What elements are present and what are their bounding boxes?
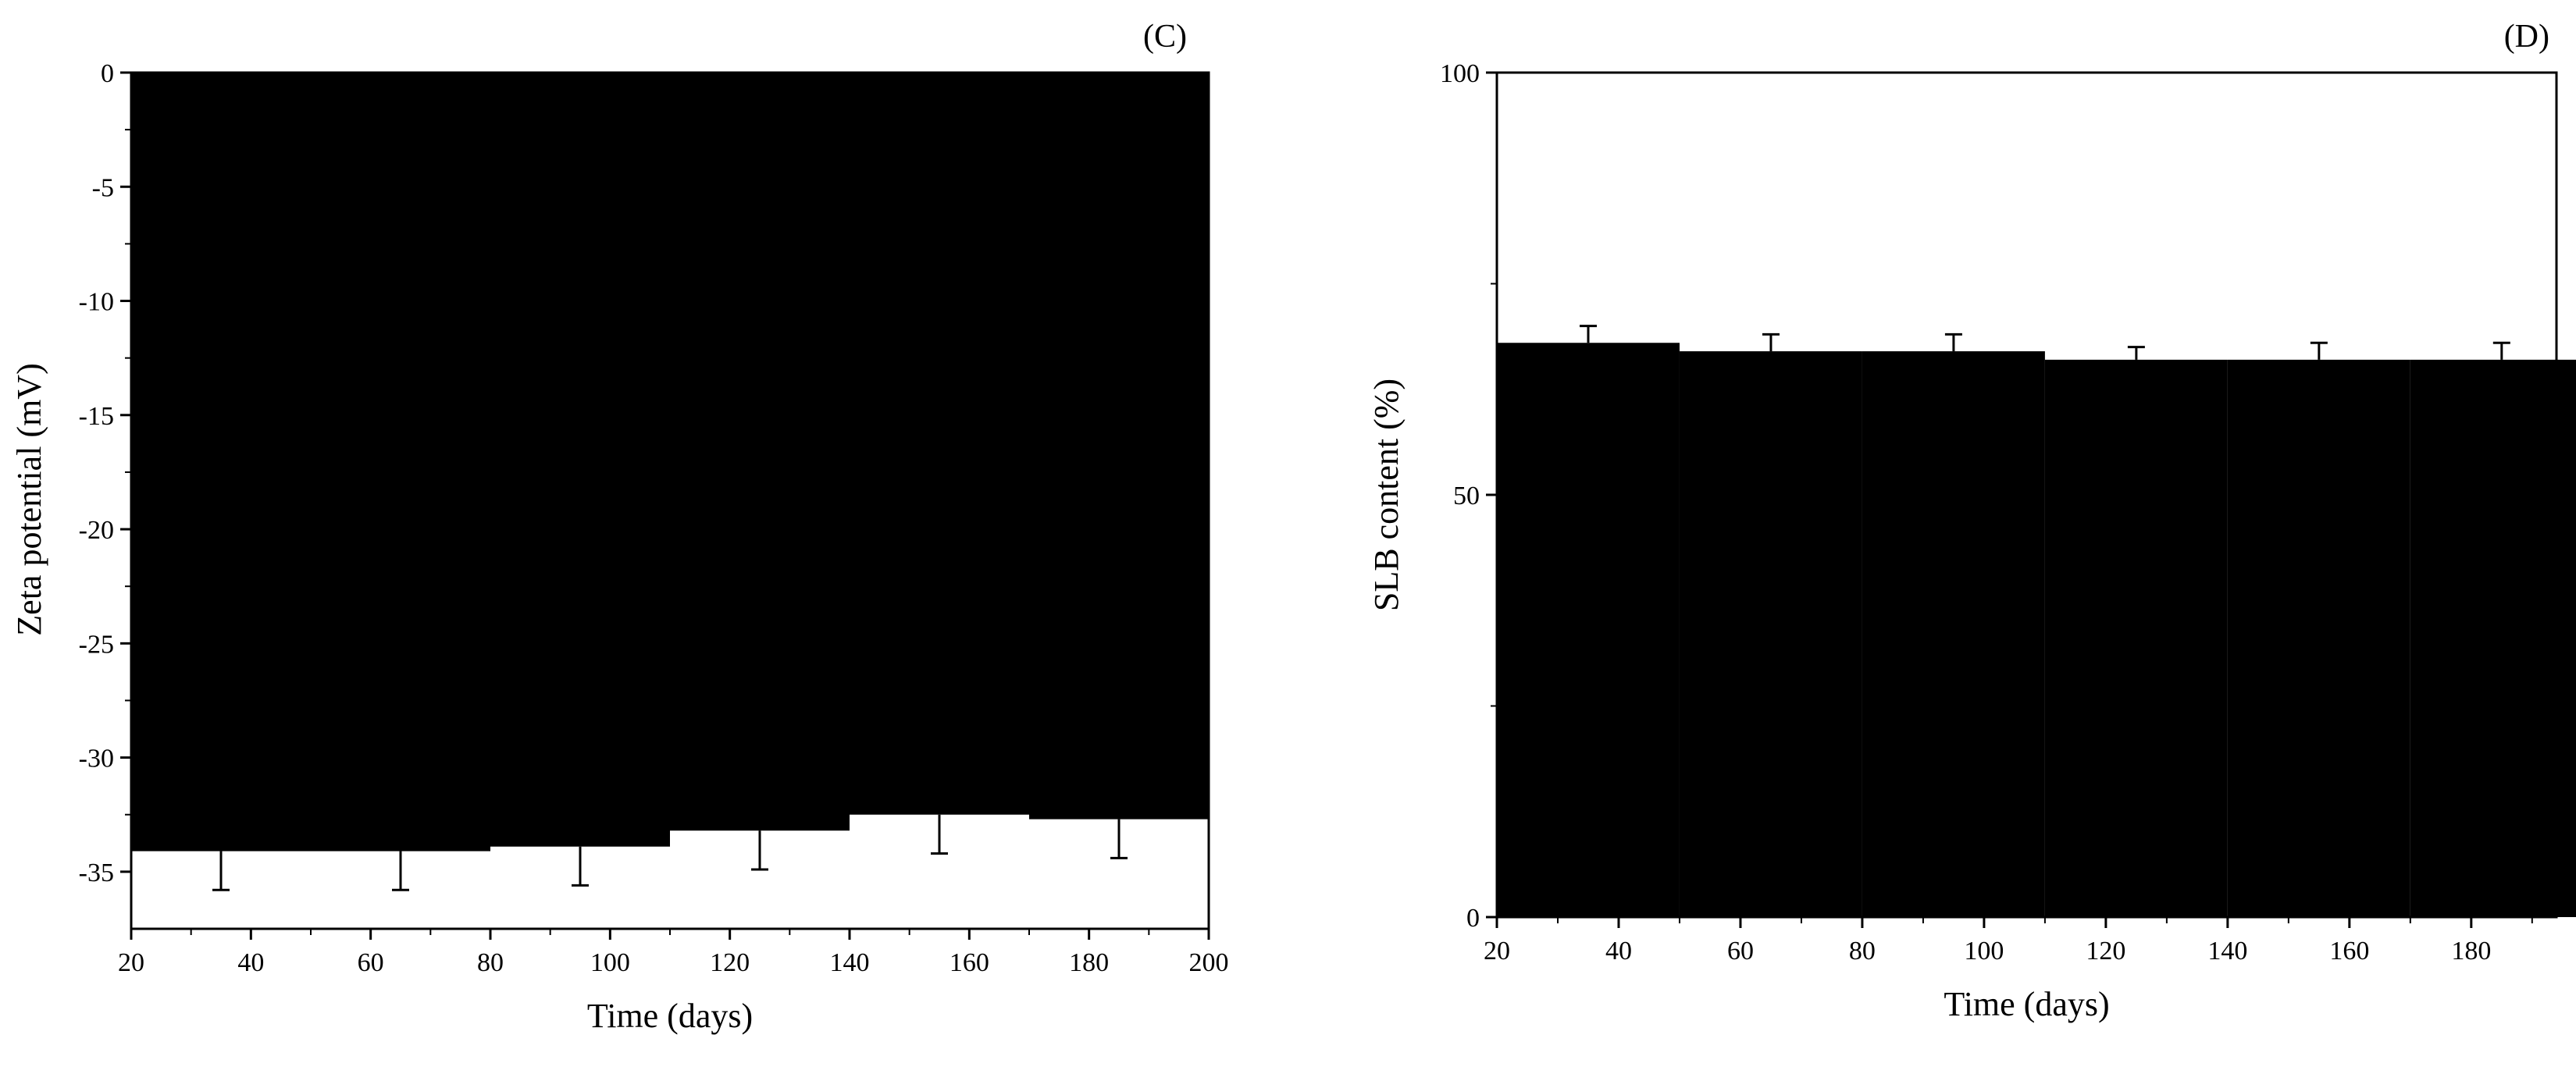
bar bbox=[2410, 359, 2576, 917]
bar bbox=[1497, 343, 1680, 917]
x-tick-label: 180 bbox=[1069, 948, 1109, 977]
bar bbox=[131, 73, 311, 852]
chart-panel-d: 20 40 60 80 100 120 140 160 180 0 50 100 Time (days)… bbox=[1367, 19, 2576, 1023]
y-tick-label: -5 bbox=[92, 173, 114, 202]
x-tick-label: 140 bbox=[830, 948, 870, 977]
y-axis-title: SLB content (%) bbox=[1367, 379, 1406, 611]
x-tick-label: 20 bbox=[1484, 937, 1510, 965]
x-tick-label: 80 bbox=[477, 948, 504, 977]
y-tick-label: 50 bbox=[1453, 482, 1480, 510]
x-tick-label: 20 bbox=[118, 948, 144, 977]
bar bbox=[490, 73, 670, 847]
x-tick-label: 160 bbox=[2329, 937, 2369, 965]
panel-label: (D) bbox=[2504, 19, 2549, 55]
y-tick-label: 0 bbox=[101, 59, 114, 88]
bar bbox=[1679, 351, 1862, 917]
x-tick-label: 60 bbox=[1727, 937, 1754, 965]
y-tick-label: 100 bbox=[1440, 59, 1480, 88]
y-tick-label: -25 bbox=[79, 630, 114, 659]
x-tick-label: 120 bbox=[2086, 937, 2125, 965]
x-tick-label: 180 bbox=[2451, 937, 2491, 965]
x-tick-label: 100 bbox=[1964, 937, 2004, 965]
bar bbox=[850, 73, 1029, 815]
x-axis-title: Time (days) bbox=[1944, 985, 2109, 1023]
bar bbox=[2227, 359, 2410, 917]
x-tick-label: 60 bbox=[358, 948, 384, 977]
y-tick-label: -35 bbox=[79, 859, 114, 887]
x-tick-label: 160 bbox=[950, 948, 989, 977]
x-tick-label: 140 bbox=[2207, 937, 2247, 965]
y-tick-label: -30 bbox=[79, 745, 114, 773]
y-axis-title: Zeta potential (mV) bbox=[10, 363, 48, 635]
bar bbox=[1029, 73, 1209, 820]
y-tick-label: -10 bbox=[79, 288, 114, 317]
y-tick-label: -20 bbox=[79, 516, 114, 545]
y-tick-label: 0 bbox=[1466, 904, 1480, 933]
x-tick-label: 40 bbox=[237, 948, 264, 977]
panel-label: (C) bbox=[1143, 19, 1187, 55]
bar bbox=[2044, 359, 2228, 917]
x-tick-label: 200 bbox=[1189, 948, 1229, 977]
x-tick-label: 120 bbox=[710, 948, 750, 977]
bar bbox=[311, 73, 490, 852]
x-axis-title: Time (days) bbox=[587, 997, 753, 1035]
chart-panel-c: 20 40 60 80 100 120 140 160 180 200 0 -5 -10 -15 -20 -2… bbox=[10, 19, 1229, 1035]
y-tick-label: -15 bbox=[79, 402, 114, 431]
bar bbox=[670, 73, 850, 831]
x-tick-label: 80 bbox=[1849, 937, 1876, 965]
x-tick-label: 40 bbox=[1605, 937, 1632, 965]
bar bbox=[1862, 351, 2045, 917]
x-tick-label: 100 bbox=[590, 948, 630, 977]
